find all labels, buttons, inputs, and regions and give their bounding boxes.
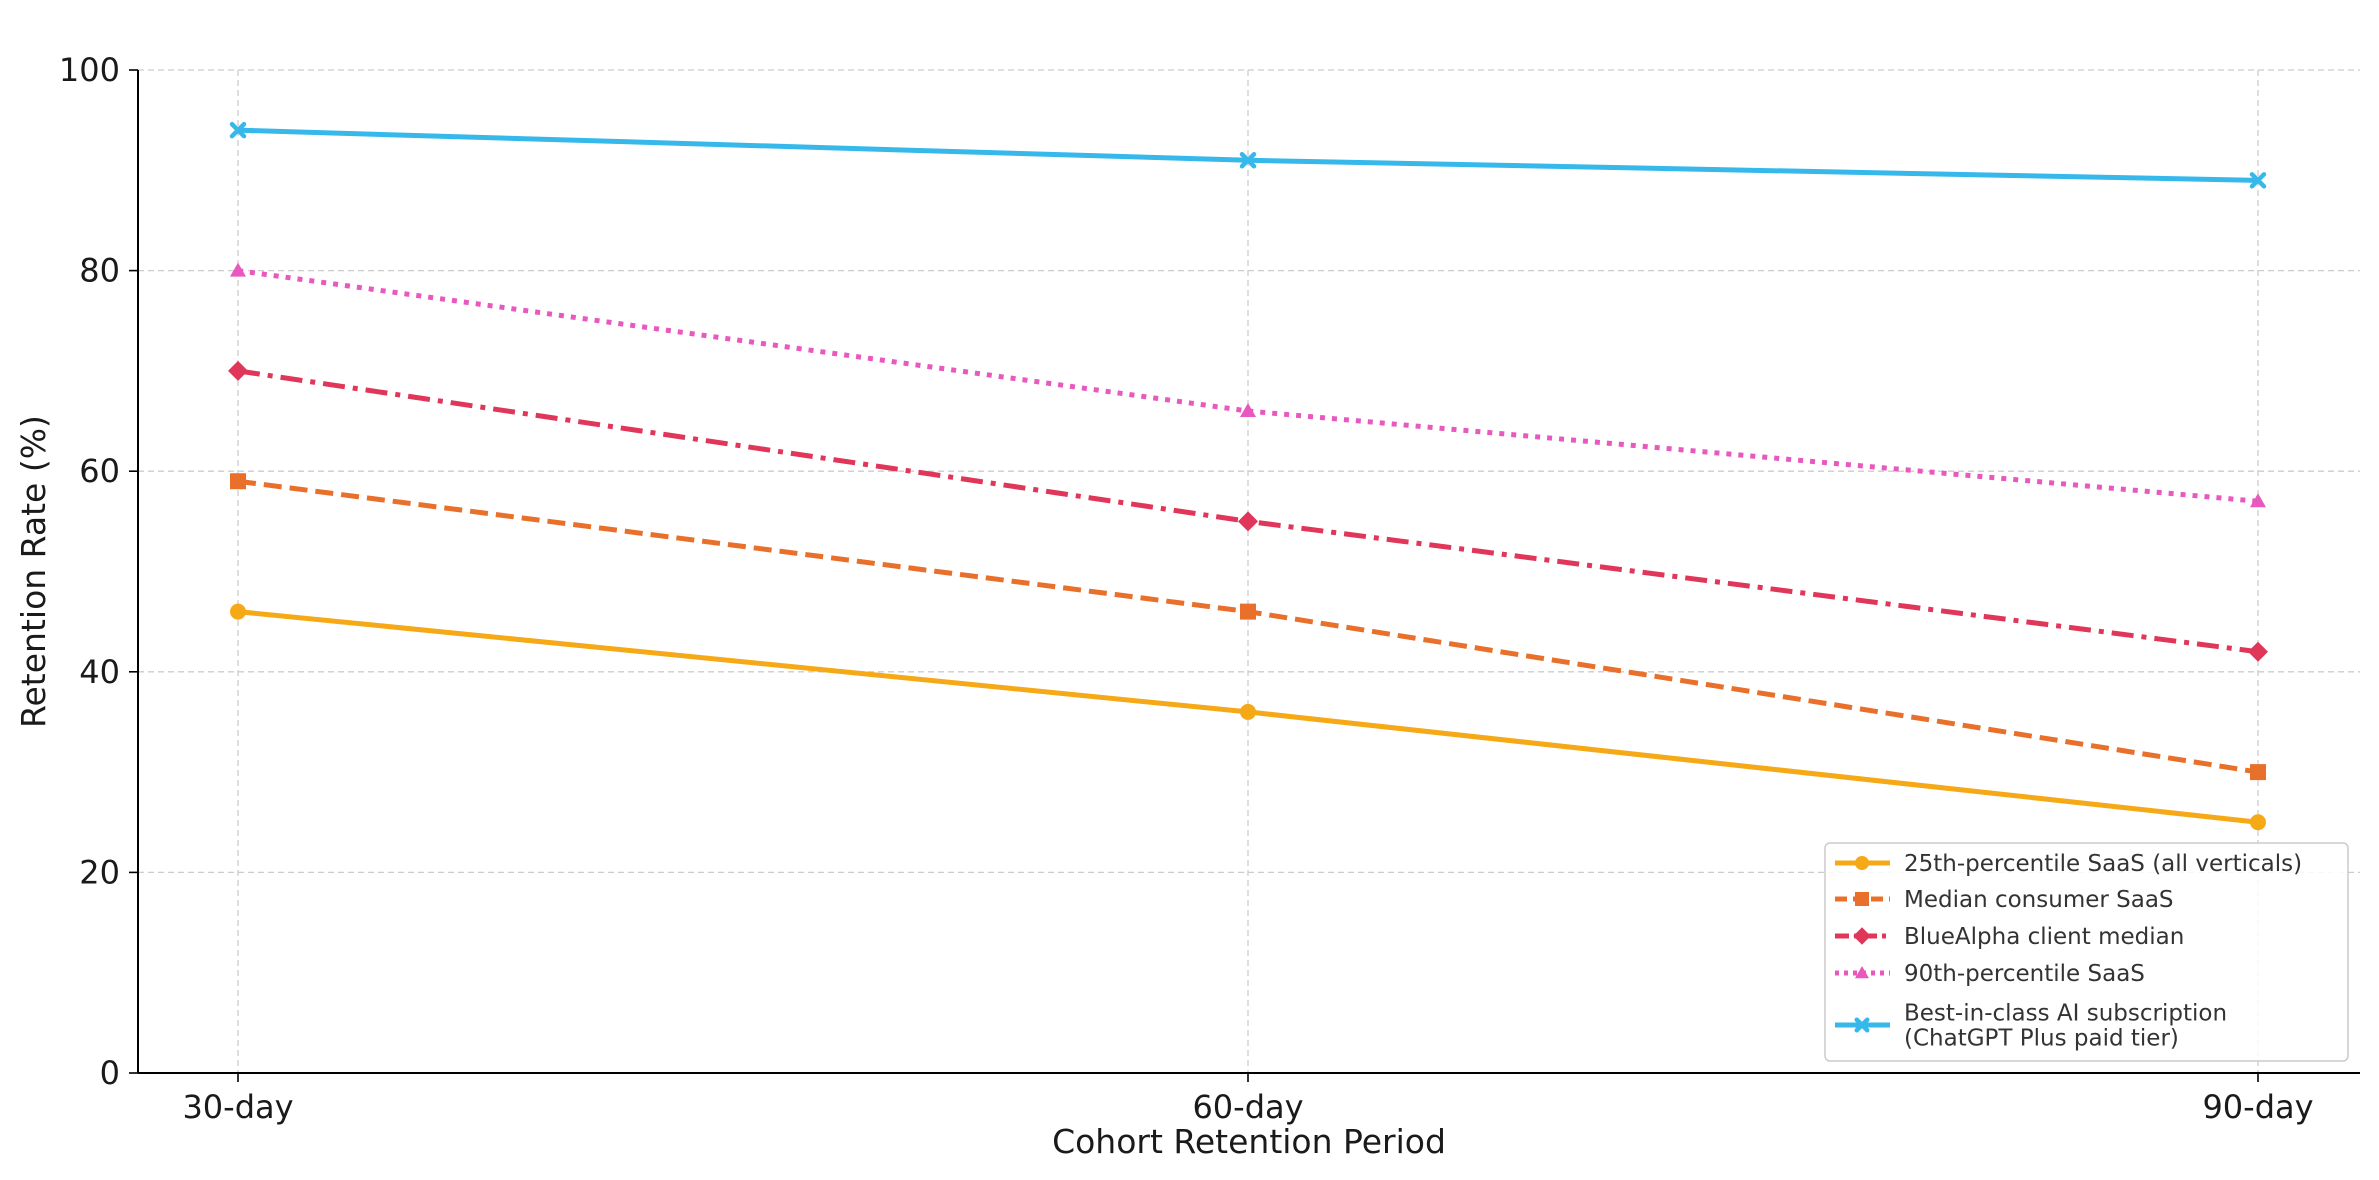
series-1 — [230, 603, 2266, 831]
series-marker — [1855, 856, 1869, 870]
series-2 — [230, 473, 2266, 781]
series-marker — [228, 360, 248, 381]
series-marker — [1240, 703, 1256, 720]
y-tick-label: 20 — [79, 853, 120, 891]
series-marker — [1238, 511, 1258, 532]
series-marker — [230, 603, 246, 620]
series-marker — [2250, 814, 2266, 831]
legend-box — [1824, 842, 2349, 1062]
series-3 — [228, 360, 2268, 662]
axes-layer — [129, 69, 2360, 1082]
series-4 — [230, 262, 2266, 508]
y-tick-label: 60 — [79, 452, 120, 490]
legend-item: Best-in-class AI subscription(ChatGPT Pl… — [1835, 1001, 2227, 1052]
series-line — [237, 268, 2259, 504]
series-marker — [2249, 172, 2267, 189]
legend-label: BlueAlpha client median — [1904, 924, 2184, 950]
y-tick-label: 40 — [79, 653, 120, 691]
y-tick-label: 80 — [79, 252, 120, 290]
series-marker — [230, 473, 246, 490]
legend-item: Median consumer SaaS — [1835, 887, 2174, 913]
y-tick-label: 100 — [59, 51, 120, 89]
x-axis-label: Cohort Retention Period — [1052, 1122, 1446, 1161]
series-marker — [1855, 892, 1869, 906]
legend-label: 90th-percentile SaaS — [1904, 961, 2145, 987]
series-marker — [230, 262, 246, 277]
legend-label: 25th-percentile SaaS (all verticals) — [1904, 851, 2302, 877]
legend-item: BlueAlpha client median — [1835, 924, 2184, 950]
legend-item: 90th-percentile SaaS — [1835, 961, 2145, 987]
series-marker — [1853, 927, 1871, 945]
series-marker — [2250, 493, 2266, 508]
x-tick-label: 30-day — [182, 1088, 293, 1126]
legend-label: (ChatGPT Plus paid tier) — [1904, 1026, 2179, 1052]
series-layer — [228, 121, 2268, 831]
series-marker — [1240, 403, 1256, 418]
series-marker — [1240, 603, 1256, 620]
series-5 — [229, 121, 2267, 189]
legend-label: Median consumer SaaS — [1904, 887, 2174, 913]
series-marker — [229, 121, 247, 139]
x-tick-label: 60-day — [1192, 1088, 1303, 1126]
grid-layer — [138, 69, 2360, 1073]
series-marker — [2250, 764, 2266, 781]
y-axis-label: Retention Rate (%) — [14, 415, 53, 728]
x-tick-label: 90-day — [2202, 1088, 2313, 1126]
series-marker — [1854, 1017, 1870, 1033]
y-tick-label: 0 — [100, 1054, 120, 1092]
legend-item: 25th-percentile SaaS (all verticals) — [1835, 851, 2302, 877]
series-marker — [2248, 641, 2268, 662]
tick-labels: 0 20 40 60 80 100 30-day 60-day 90-day — [59, 51, 2314, 1126]
series-marker — [1239, 152, 1257, 169]
series-marker — [1855, 966, 1869, 979]
legend-label: Best-in-class AI subscription — [1904, 1001, 2227, 1027]
legend: 25th-percentile SaaS (all verticals) Medi… — [1824, 842, 2349, 1062]
